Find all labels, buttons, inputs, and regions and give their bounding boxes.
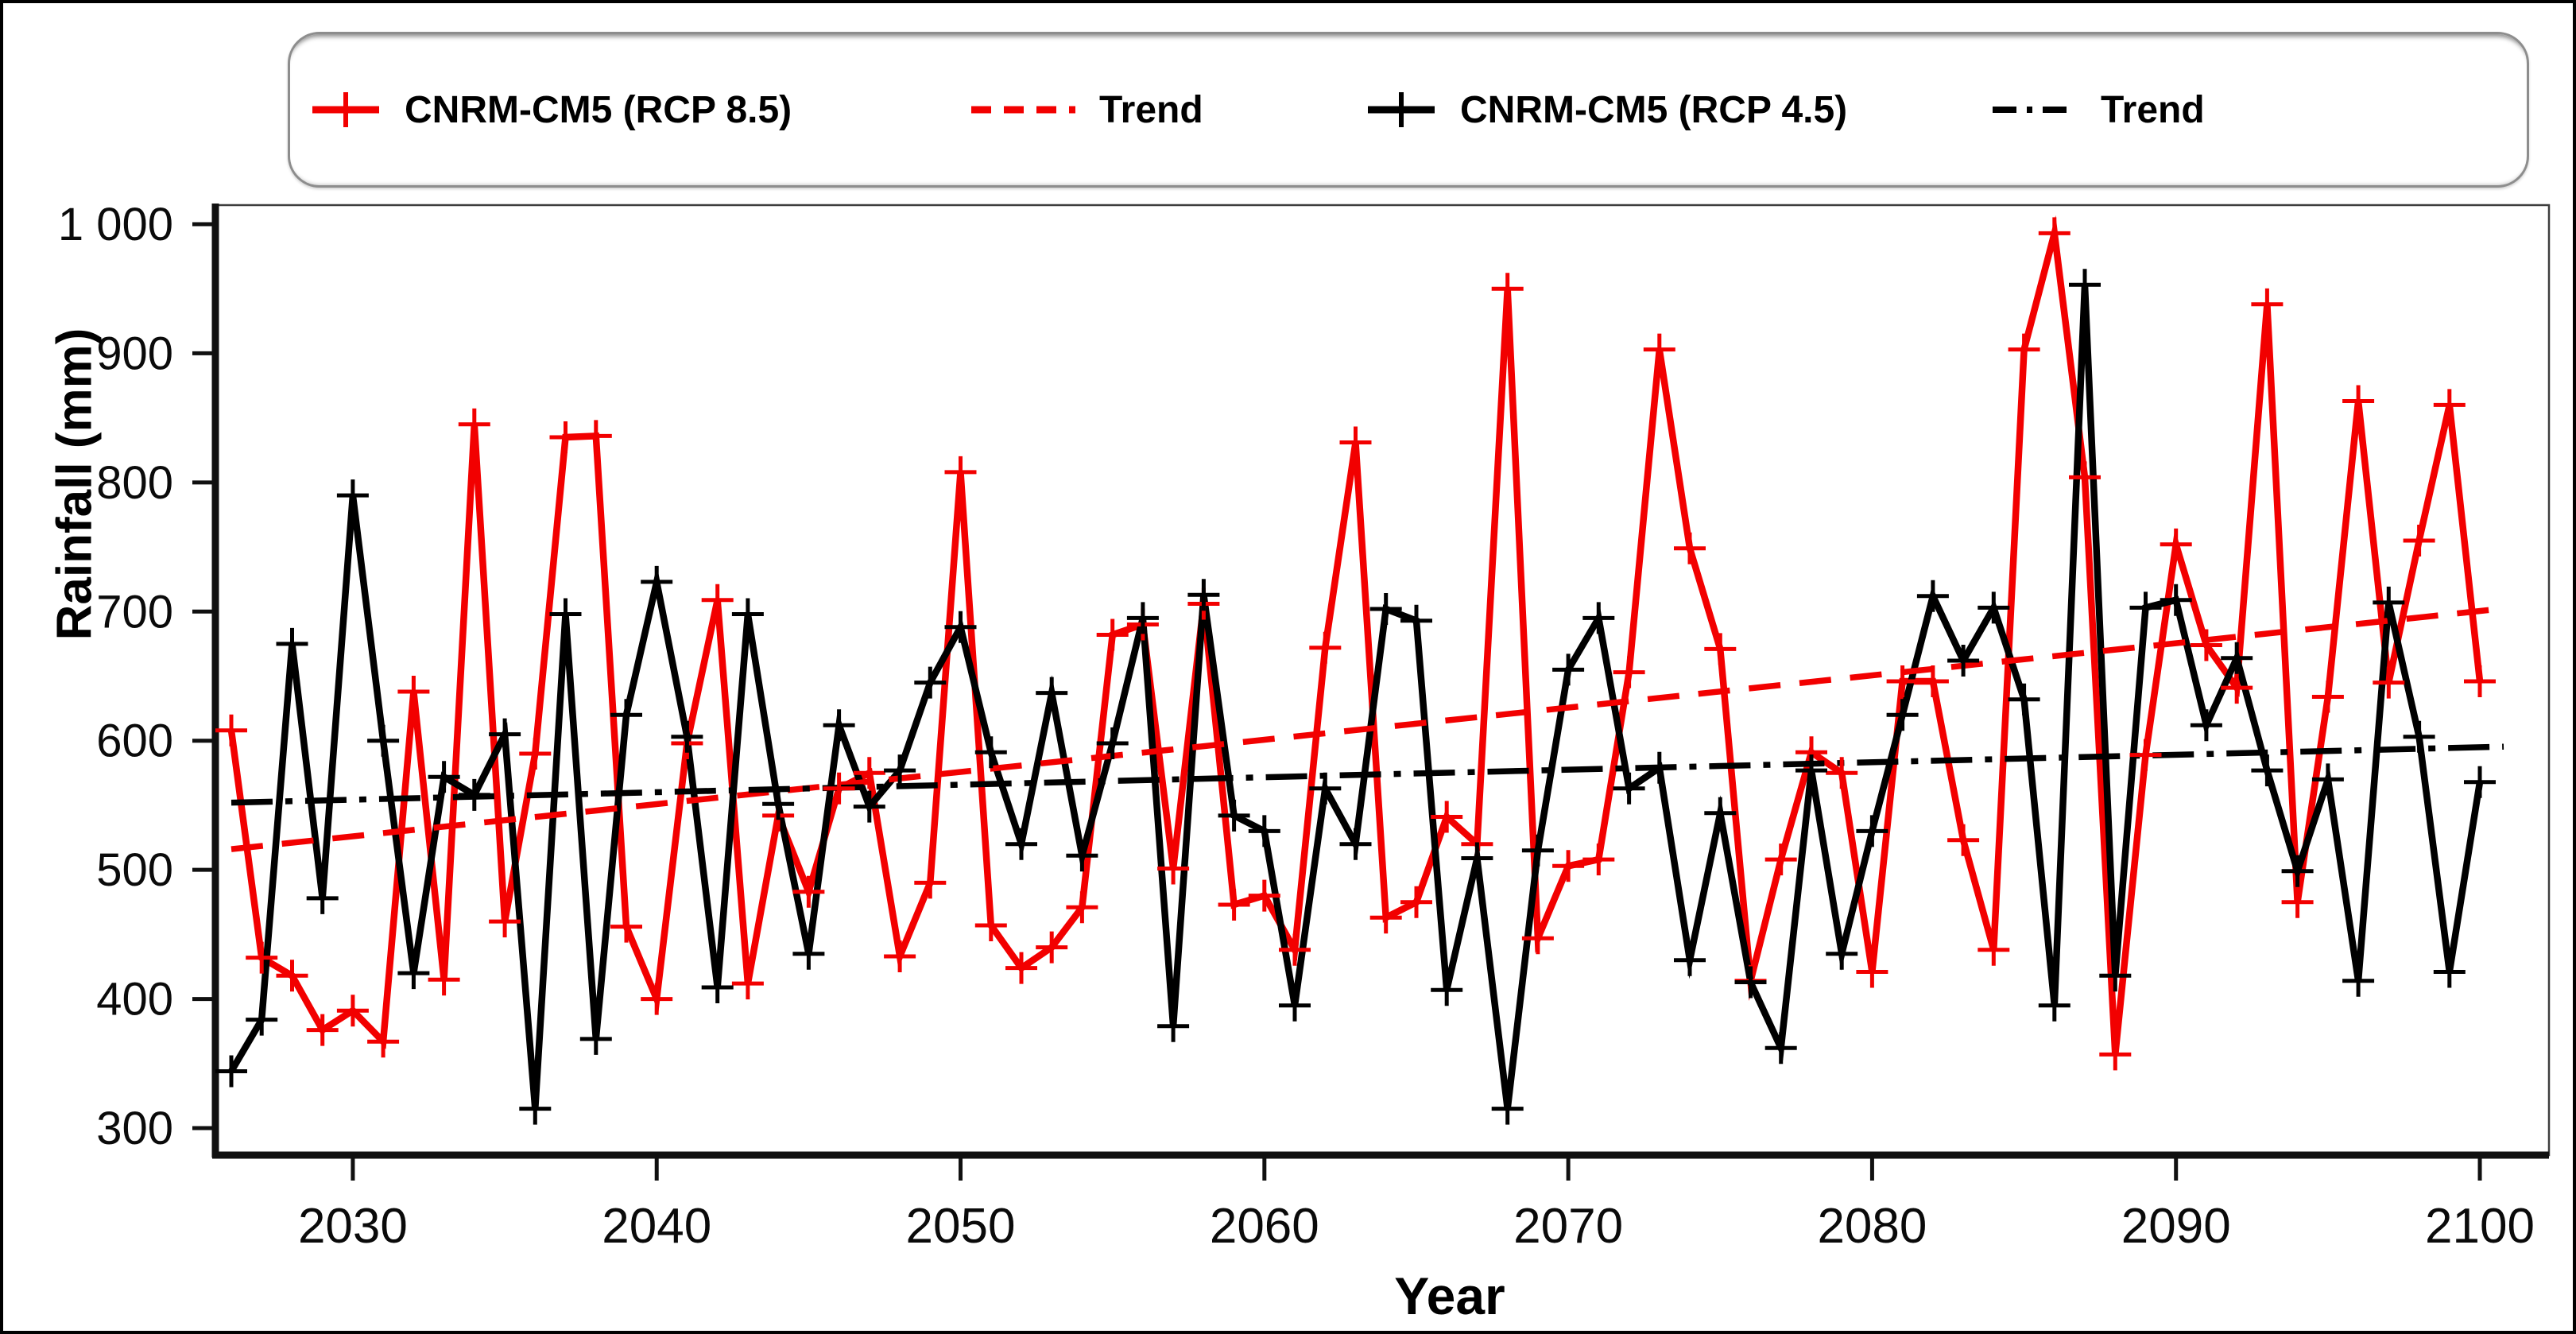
- legend-item-rcp85: CNRM-CM5 (RCP 8.5): [309, 34, 792, 185]
- rcp85-line-icon: [312, 92, 379, 127]
- y-tick-label: 700: [96, 586, 173, 638]
- y-axis-title: Rainfall (mm): [47, 328, 103, 641]
- x-tick-label: 2040: [602, 1199, 711, 1254]
- trend-line-rcp45: [230, 743, 2504, 806]
- y-tick-label: 600: [96, 715, 173, 767]
- red-dashed-trend-icon: [971, 106, 1075, 114]
- legend-label-trend-rcp85: Trend: [1099, 88, 1203, 131]
- y-tick-label: 300: [96, 1103, 173, 1154]
- legend: CNRM-CM5 (RCP 8.5) Trend CNRM-CM5 (RCP 4…: [288, 32, 2529, 188]
- legend-item-trend-rcp85: Trend: [970, 34, 1203, 185]
- x-tick-label: 2060: [1210, 1199, 1319, 1254]
- legend-item-trend-rcp45: Trend: [1991, 34, 2205, 185]
- y-tick-label: 400: [96, 974, 173, 1026]
- x-tick-label: 2100: [2425, 1199, 2535, 1254]
- black-dashdot-trend-icon: [1993, 107, 2077, 113]
- rcp45-line-icon: [1368, 92, 1435, 127]
- trend-line-rcp85: [230, 605, 2504, 852]
- y-tick-label: 800: [96, 457, 173, 509]
- y-tick-label: 1 000: [58, 199, 173, 250]
- x-tick-label: 2050: [906, 1199, 1016, 1254]
- legend-item-rcp45: CNRM-CM5 (RCP 4.5): [1365, 34, 1847, 185]
- legend-label-rcp85: CNRM-CM5 (RCP 8.5): [405, 88, 792, 131]
- series-line-rcp45: [228, 285, 2484, 1110]
- legend-label-rcp45: CNRM-CM5 (RCP 4.5): [1460, 88, 1848, 131]
- y-tick-label: 900: [96, 328, 173, 379]
- x-tick-label: 2080: [1817, 1199, 1927, 1254]
- x-tick-label: 2030: [298, 1199, 408, 1254]
- legend-label-trend-rcp45: Trend: [2101, 88, 2205, 131]
- y-tick-label: 500: [96, 844, 173, 896]
- x-tick-label: 2090: [2121, 1199, 2231, 1254]
- x-axis-title: Year: [1394, 1266, 1505, 1325]
- x-tick-label: 2070: [1513, 1199, 1623, 1254]
- series-markers-rcp45: [215, 269, 2496, 1125]
- plot-area: 1 000 900 800 700 600 500 400 300 2030 2040 2050 20…: [58, 199, 2551, 1254]
